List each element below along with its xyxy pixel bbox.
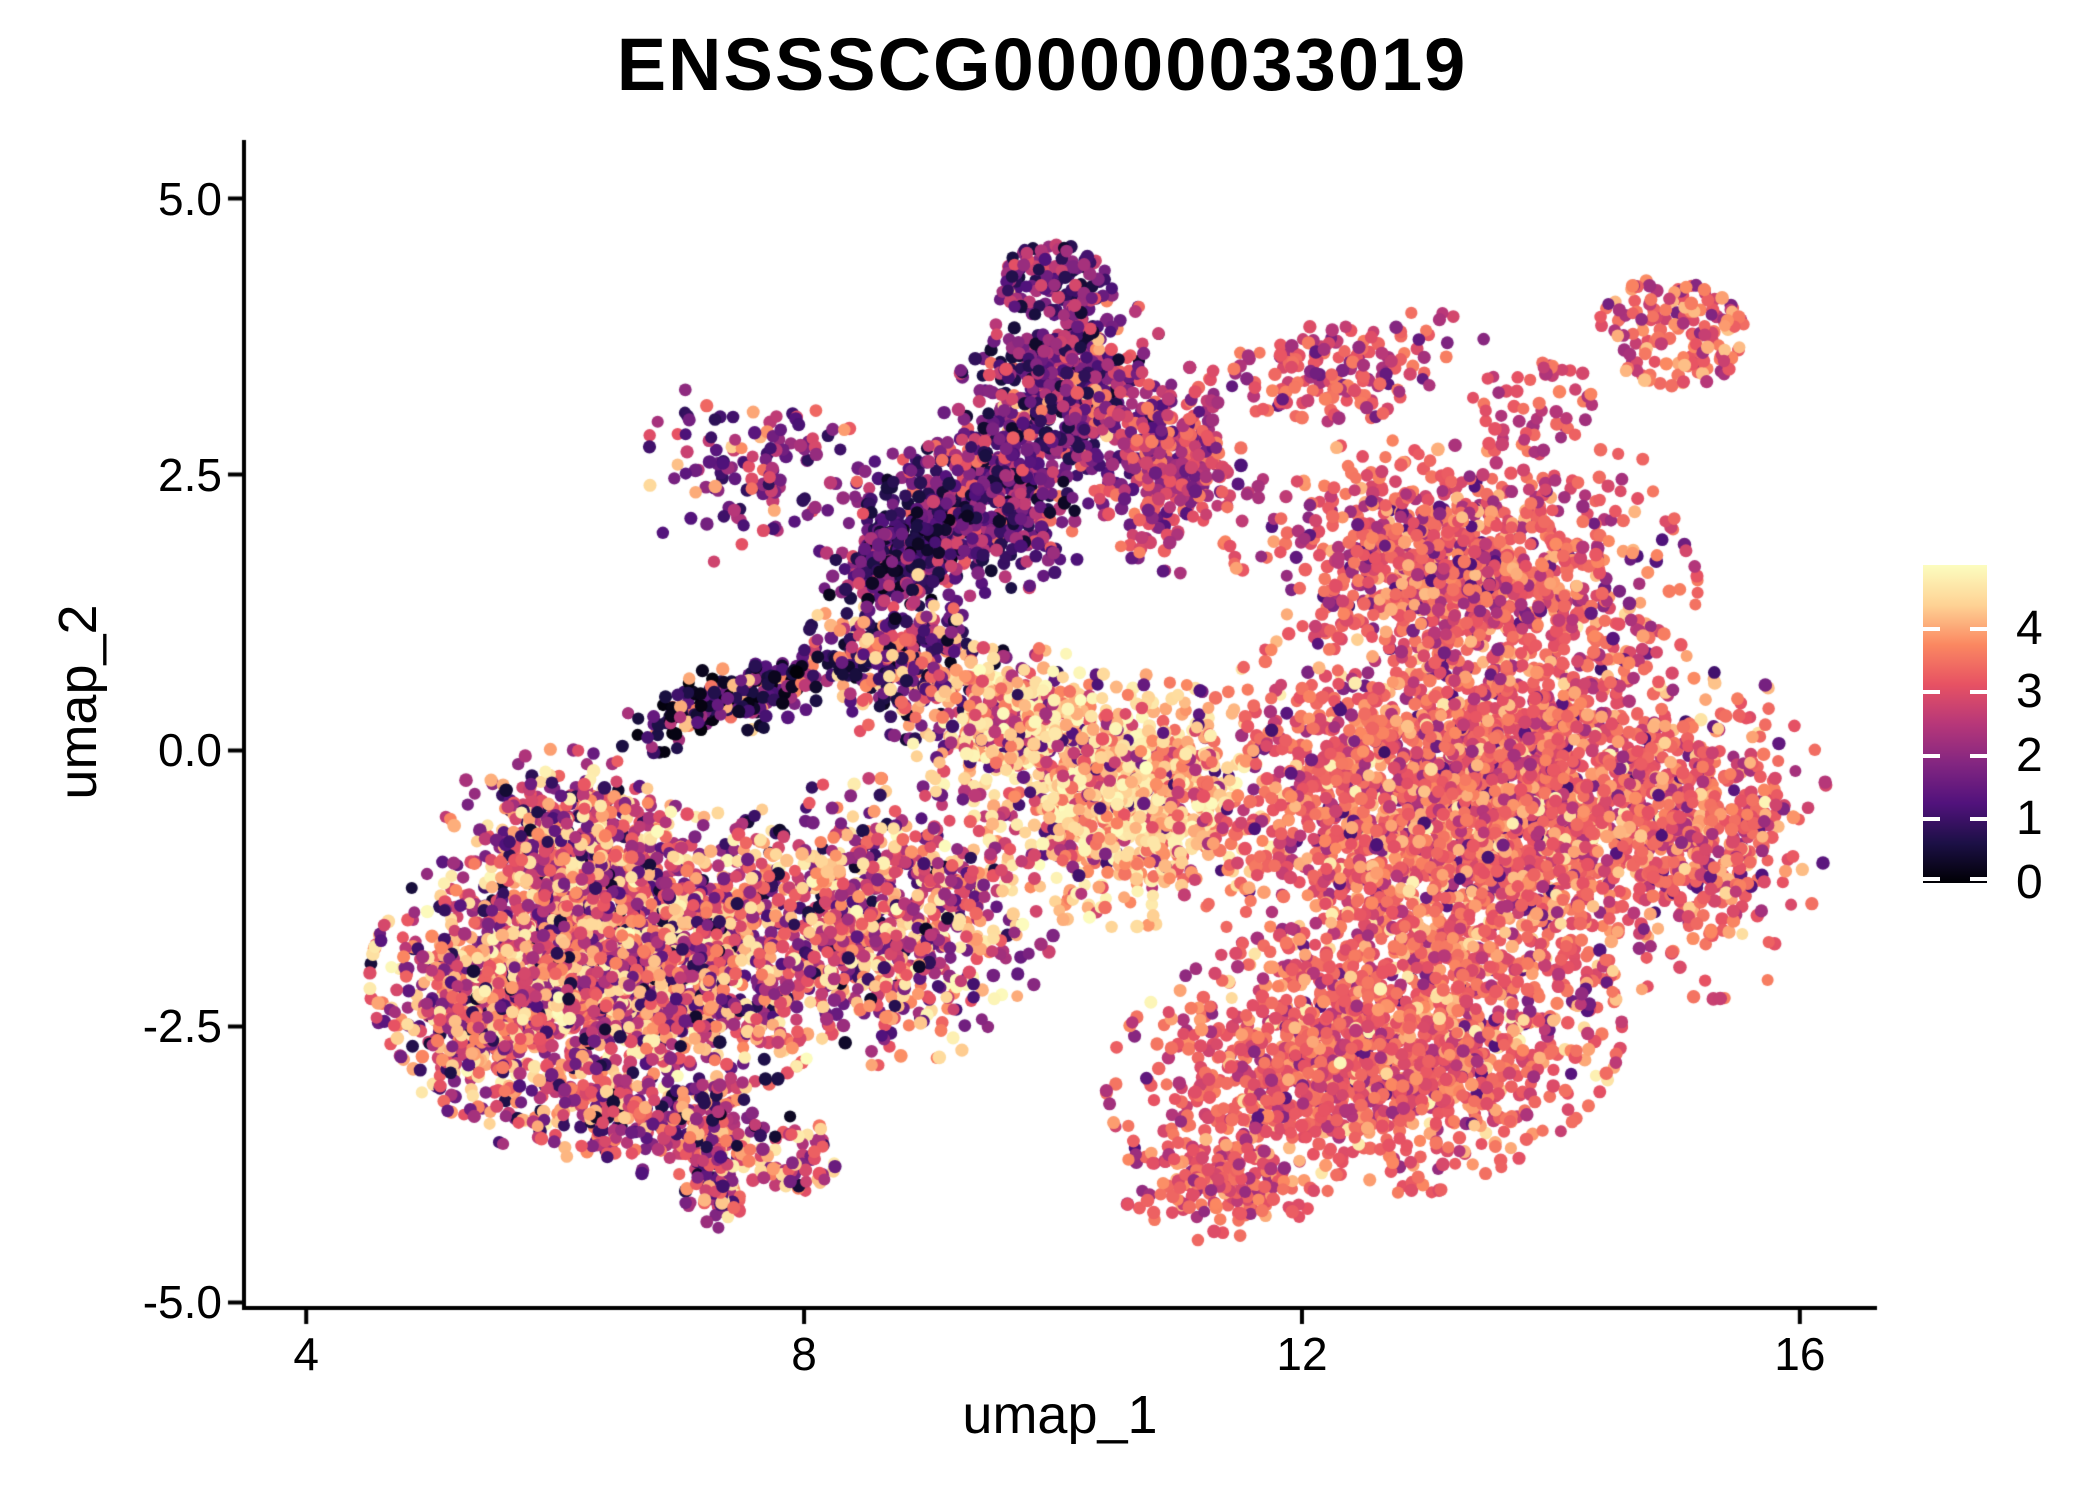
colorbar-tick xyxy=(1970,626,1987,631)
colorbar-tick xyxy=(1923,817,1940,822)
x-tick-label: 16 xyxy=(1774,1328,1826,1380)
x-tick-label: 4 xyxy=(293,1328,320,1380)
plot-title: ENSSSCG00000033019 xyxy=(616,23,1468,106)
colorbar-tick xyxy=(1970,690,1987,695)
colorbar-tick xyxy=(1923,877,1940,881)
colorbar-tick-label: 1 xyxy=(2016,792,2043,846)
colorbar-tick xyxy=(1970,753,1987,758)
y-axis-label: umap_2 xyxy=(48,604,108,800)
y-tick-label: 2.5 xyxy=(158,448,222,501)
colorbar-tick xyxy=(1923,753,1940,758)
colorbar-tick xyxy=(1923,690,1940,695)
y-tick-label: 5.0 xyxy=(158,172,222,225)
colorbar-gradient xyxy=(1923,565,1987,883)
colorbar-tick-label: 4 xyxy=(2016,601,2043,655)
colorbar-tick xyxy=(1970,817,1987,822)
y-tick-label: -5.0 xyxy=(142,1276,222,1329)
x-tick-label: 8 xyxy=(791,1328,817,1380)
y-tick-label: 0.0 xyxy=(158,724,222,777)
colorbar-tick-label: 3 xyxy=(2016,665,2043,719)
colorbar-tick-label: 2 xyxy=(2016,728,2043,782)
colorbar-tick xyxy=(1923,626,1940,631)
colorbar-tick-label: 0 xyxy=(2016,856,2043,909)
x-tick-label: 12 xyxy=(1276,1328,1328,1380)
colorbar-tick xyxy=(1970,877,1987,881)
x-axis-label: umap_1 xyxy=(962,1385,1158,1445)
y-tick-label: -2.5 xyxy=(142,1000,222,1053)
